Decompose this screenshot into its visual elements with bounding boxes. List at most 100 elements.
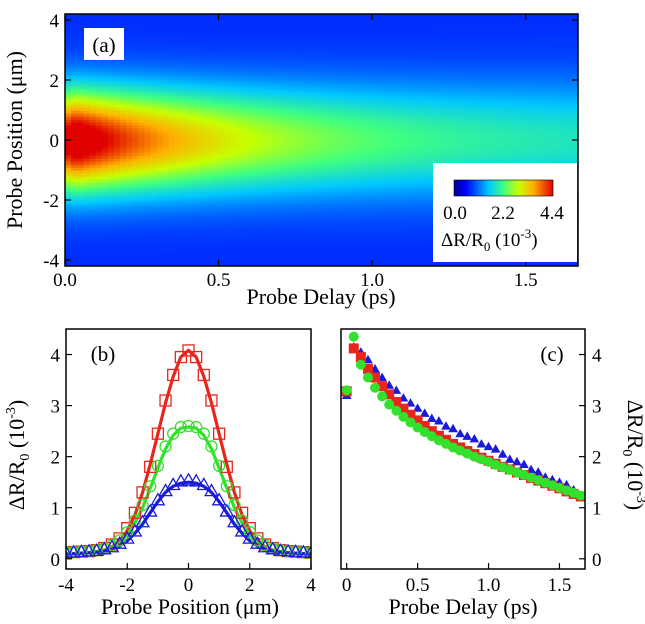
heatmap-cell [156, 170, 164, 174]
heatmap-cell [266, 107, 274, 111]
heatmap-cell [132, 242, 139, 246]
heatmap-cell [101, 251, 109, 255]
heatmap-cell [345, 41, 353, 45]
heatmap-cell [236, 137, 243, 141]
heatmap-cell [83, 170, 91, 174]
heatmap-cell [358, 152, 365, 156]
heatmap-cell [388, 140, 396, 144]
heatmap-cell [119, 125, 127, 129]
heatmap-cell [388, 113, 396, 117]
heatmap-cell [223, 134, 231, 138]
heatmap-cell [217, 110, 225, 114]
heatmap-cell [284, 68, 292, 72]
heatmap-cell [77, 239, 84, 243]
heatmap-cell [400, 68, 408, 72]
heatmap-cell [352, 89, 359, 93]
heatmap-cell [77, 260, 84, 264]
heatmap-cell [187, 101, 194, 105]
heatmap-cell [345, 14, 353, 18]
heatmap-cell [400, 143, 408, 147]
heatmap-cell [119, 128, 127, 132]
heatmap-cell [150, 173, 158, 177]
heatmap-cell [364, 116, 371, 120]
heatmap-cell [144, 14, 152, 18]
heatmap-cell [272, 203, 280, 207]
heatmap-cell [352, 131, 359, 135]
heatmap-cell [413, 260, 420, 264]
heatmap-cell [407, 260, 414, 264]
heatmap-cell [315, 260, 323, 264]
heatmap-cell [425, 257, 433, 261]
heatmap-cell [290, 230, 298, 234]
heatmap-cell [407, 137, 414, 141]
heatmap-cell [71, 44, 78, 48]
heatmap-cell [150, 62, 158, 66]
heatmap-cell [174, 188, 182, 192]
heatmap-cell [376, 14, 384, 18]
heatmap-cell [425, 146, 433, 150]
heatmap-cell [217, 191, 225, 195]
heatmap-cell [407, 227, 414, 231]
heatmap-cell [126, 80, 133, 84]
heatmap-cell [400, 230, 408, 234]
heatmap-cell [321, 176, 329, 180]
heatmap-cell [266, 38, 274, 42]
heatmap-cell [242, 65, 249, 69]
heatmap-cell [199, 215, 207, 219]
heatmap-cell [290, 14, 298, 18]
heatmap-cell [113, 80, 121, 84]
heatmap-cell [290, 179, 298, 183]
heatmap-cell [156, 146, 164, 150]
heatmap-cell [126, 95, 133, 99]
heatmap-cell [309, 194, 316, 198]
heatmap-cell [358, 146, 365, 150]
heatmap-cell [132, 248, 139, 252]
heatmap-cell [376, 23, 384, 27]
heatmap-cell [327, 200, 335, 204]
heatmap-cell [126, 44, 133, 48]
heatmap-cell [370, 134, 378, 138]
heatmap-cell [272, 119, 280, 123]
heatmap-cell [181, 134, 188, 138]
heatmap-cell [364, 113, 371, 117]
heatmap-cell [284, 41, 292, 45]
heatmap-cell [162, 74, 170, 78]
heatmap-cell [370, 239, 378, 243]
heatmap-cell [321, 32, 329, 36]
heatmap-cell [205, 254, 213, 258]
heatmap-cell [297, 74, 304, 78]
heatmap-cell [266, 224, 274, 228]
heatmap-cell [315, 122, 323, 126]
heatmap-cell [187, 140, 194, 144]
heatmap-cell [309, 146, 316, 150]
heatmap-cell [370, 152, 378, 156]
heatmap-cell [272, 89, 280, 93]
heatmap-cell [174, 140, 182, 144]
heatmap-cell [315, 191, 323, 195]
heatmap-cell [95, 218, 103, 222]
heatmap-cell [290, 74, 298, 78]
heatmap-cell [260, 95, 268, 99]
heatmap-cell [400, 134, 408, 138]
heatmap-cell [144, 257, 152, 261]
heatmap-cell [193, 65, 200, 69]
heatmap-cell [168, 191, 176, 195]
heatmap-cell [193, 194, 200, 198]
heatmap-cell [71, 146, 78, 150]
heatmap-cell [260, 131, 268, 135]
heatmap-cell [382, 35, 390, 39]
heatmap-cell [156, 17, 164, 21]
heatmap-cell [364, 239, 371, 243]
heatmap-cell [236, 242, 243, 246]
heatmap-cell [364, 227, 371, 231]
heatmap-cell [144, 179, 152, 183]
heatmap-cell [254, 176, 262, 180]
heatmap-cell [303, 164, 310, 168]
heatmap-cell [168, 137, 176, 141]
heatmap-cell [370, 128, 378, 132]
heatmap-cell [77, 26, 84, 30]
heatmap-cell [126, 98, 133, 102]
heatmap-cell [333, 131, 341, 135]
heatmap-cell [376, 26, 384, 30]
heatmap-cell [181, 236, 188, 240]
